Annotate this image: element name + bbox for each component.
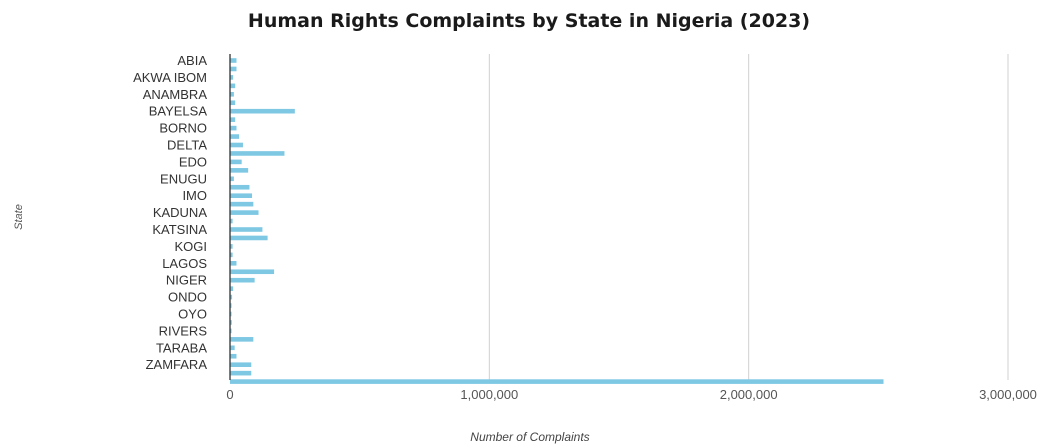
bar bbox=[230, 159, 242, 165]
bar bbox=[230, 218, 233, 224]
y-tick-label: ABIA bbox=[177, 53, 207, 68]
bar bbox=[230, 286, 234, 291]
bar bbox=[230, 261, 237, 266]
y-tick-label: ZAMFARA bbox=[146, 357, 208, 372]
bar bbox=[230, 108, 295, 114]
bar bbox=[230, 337, 254, 342]
bar bbox=[230, 176, 234, 182]
bar bbox=[230, 252, 233, 258]
bar bbox=[230, 269, 275, 275]
bar bbox=[230, 353, 237, 359]
bar bbox=[230, 58, 237, 63]
x-tick-label: 3,000,000 bbox=[979, 387, 1037, 402]
bar bbox=[230, 142, 243, 148]
bar bbox=[230, 184, 250, 190]
bar bbox=[230, 92, 234, 97]
bar bbox=[230, 193, 253, 198]
bar bbox=[230, 210, 259, 215]
y-tick-label: DELTA bbox=[167, 138, 207, 153]
y-tick-label: NIGER bbox=[166, 273, 207, 288]
y-tick-label: KATSINA bbox=[152, 222, 207, 237]
bar bbox=[230, 235, 268, 241]
bar bbox=[230, 66, 237, 72]
bar bbox=[230, 328, 232, 334]
bar bbox=[230, 100, 236, 106]
y-tick-label: AKWA IBOM bbox=[133, 70, 207, 85]
bar bbox=[230, 75, 234, 80]
y-tick-label: OYO bbox=[178, 307, 207, 322]
y-tick-label: BORNO bbox=[159, 121, 207, 136]
x-tick-label: 0 bbox=[226, 387, 233, 402]
bar bbox=[230, 83, 236, 89]
y-tick-label: BAYELSA bbox=[149, 104, 208, 119]
y-tick-label: ENUGU bbox=[160, 171, 207, 186]
y-tick-label: IMO bbox=[182, 188, 207, 203]
y-tick-label: ANAMBRA bbox=[143, 87, 208, 102]
y-tick-label: KADUNA bbox=[153, 205, 208, 220]
y-tick-label: TARABA bbox=[156, 340, 207, 355]
x-tick-label: 1,000,000 bbox=[460, 387, 518, 402]
x-tick-label: 2,000,000 bbox=[720, 387, 778, 402]
bar bbox=[230, 362, 252, 367]
y-tick-label: KOGI bbox=[174, 239, 207, 254]
bar bbox=[230, 294, 233, 300]
bar bbox=[230, 345, 235, 351]
bar bbox=[230, 370, 252, 376]
bar bbox=[230, 134, 240, 139]
bar bbox=[230, 303, 232, 308]
bar bbox=[230, 201, 254, 207]
bar bbox=[230, 151, 285, 156]
bar bbox=[230, 117, 236, 122]
bar bbox=[230, 320, 232, 325]
y-tick-label: EDO bbox=[179, 154, 207, 169]
bar bbox=[230, 311, 232, 317]
chart-title: Human Rights Complaints by State in Nige… bbox=[247, 10, 811, 32]
y-tick-label: RIVERS bbox=[159, 323, 208, 338]
bar bbox=[230, 277, 255, 283]
bar bbox=[230, 168, 249, 173]
bar bbox=[230, 244, 233, 249]
x-axis-title: Number of Complaints bbox=[470, 430, 590, 444]
bar bbox=[230, 227, 263, 232]
bar bbox=[230, 379, 884, 384]
bar bbox=[230, 125, 237, 131]
y-tick-label: ONDO bbox=[168, 290, 207, 305]
y-tick-label: LAGOS bbox=[162, 256, 207, 271]
